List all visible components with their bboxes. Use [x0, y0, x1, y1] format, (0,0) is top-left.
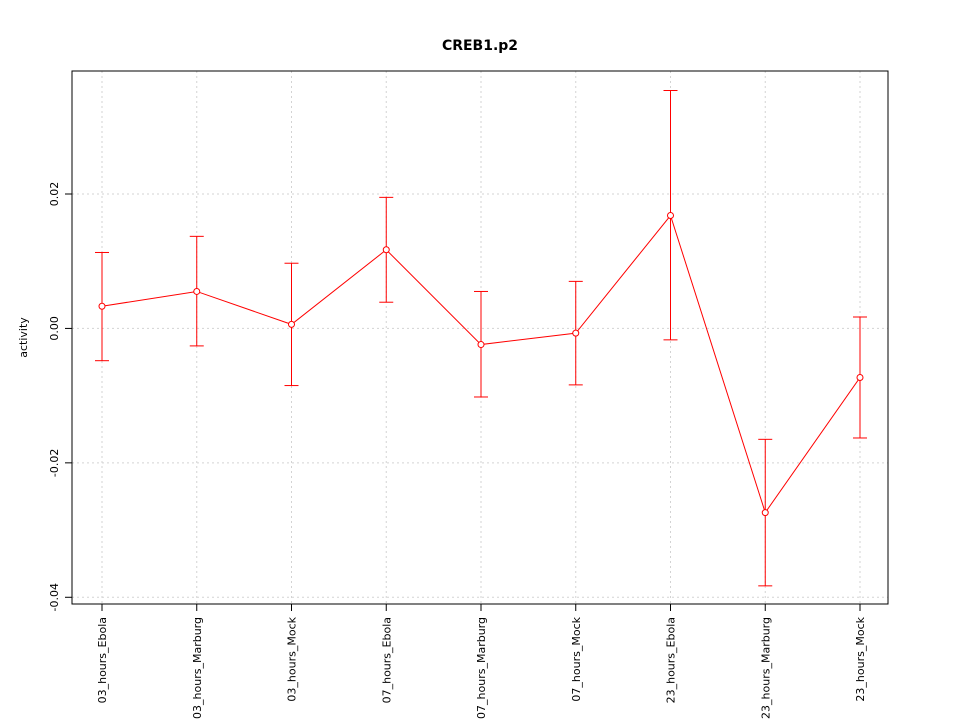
data-point: [856, 373, 864, 381]
y-axis: -0.04 -0.02 0.00 0.02: [48, 182, 72, 612]
chart-title: CREB1.p2: [442, 38, 518, 54]
data-point: [98, 302, 106, 310]
data-point: [193, 287, 201, 295]
data-point: [382, 246, 390, 254]
y-axis-label: activity: [17, 317, 30, 358]
x-tick-label: 03_hours_Marburg: [191, 617, 204, 719]
plot-frame: [71, 70, 889, 605]
x-tick-label: 07_hours_Ebola: [380, 617, 393, 703]
data-point: [761, 509, 769, 517]
x-tick-label: 23_hours_Ebola: [665, 617, 678, 703]
x-tick-label: 23_hours_Mock: [854, 616, 867, 701]
y-tick-label: -0.02: [48, 449, 61, 477]
series-layer: [95, 89, 867, 587]
data-point: [572, 329, 580, 337]
x-axis: 03_hours_Ebola 03_hours_Marburg 03_hours_M…: [96, 604, 867, 719]
x-tick-label: 23_hours_Marburg: [759, 617, 772, 719]
data-point: [477, 341, 485, 349]
x-tick-label: 07_hours_Marburg: [475, 617, 488, 719]
data-point: [667, 212, 674, 220]
y-tick-label: -0.04: [48, 583, 61, 611]
data-point: [288, 320, 295, 328]
x-tick-label: 07_hours_Mock: [570, 616, 583, 701]
x-tick-label: 03_hours_Mock: [286, 616, 299, 701]
y-tick-label: 0.02: [48, 182, 61, 207]
x-tick-label: 03_hours_Ebola: [96, 617, 109, 703]
y-tick-label: 0.00: [48, 316, 61, 341]
